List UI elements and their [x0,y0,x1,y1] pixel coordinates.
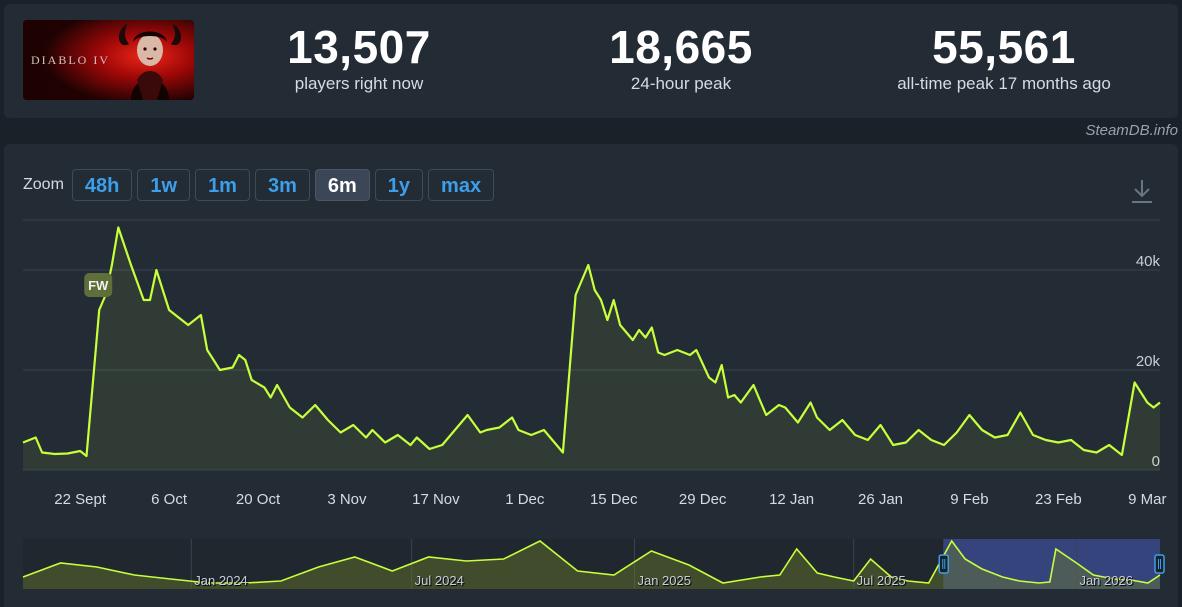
navigator-selection[interactable] [943,539,1160,589]
x-tick-label: 12 Jan [769,491,814,508]
zoom-48h-button[interactable]: 48h [71,169,133,201]
navigator-tick-label: Jul 2025 [858,574,907,589]
x-tick-label: 23 Feb [1035,491,1082,508]
all-time-peak-stat: 55,561 all-time peak 17 months ago [864,22,1144,94]
navigator-left-handle[interactable] [938,554,950,574]
series-line-players[interactable] [22,226,1161,458]
zoom-toolbar: Zoom 48h 1w 1m 3m 6m 1y max [23,169,499,201]
all-time-peak-value: 55,561 [932,21,1076,73]
series-area-fill [23,227,1160,470]
x-axis: 22 Sept 6 Oct 20 Oct 3 Nov 17 Nov 1 Dec 15 Dec… [54,491,1166,508]
current-players-label: players right now [294,74,424,93]
navigator-tick-label-text: Jul 2024 [415,573,464,588]
download-icon[interactable] [1130,178,1154,209]
x-tick-label: 20 Oct [236,491,281,508]
current-players-stat: 13,507 players right now [254,22,464,94]
zoom-3m-button[interactable]: 3m [254,169,310,201]
navigator-tick-label: Jan 2026 [1080,574,1134,589]
x-tick-label: 9 Mar [1128,491,1166,508]
player-chart-panel: Zoom 48h 1w 1m 3m 6m 1y max 0 20k 40k 22 Se… [4,144,1178,607]
player-count-chart[interactable]: 0 20k 40k 22 Sept 6 Oct 20 Oct 3 Nov 17 Nov 1 De… [4,144,1178,514]
annotation-label: FW [88,278,109,293]
x-tick-label: 22 Sept [54,491,107,508]
zoom-1m-button[interactable]: 1m [195,169,250,201]
navigator-tick-label-text: Jan 2025 [637,573,691,588]
annotation-badge [84,273,113,297]
navigator-area [23,541,1160,589]
daily-peak-value: 18,665 [609,21,753,73]
chart-gridlines [23,219,1160,471]
annotation-fw-flag[interactable]: FW [84,273,113,297]
x-tick-label: 15 Dec [590,491,638,508]
x-tick-label: 6 Oct [151,491,188,508]
x-tick-label: 3 Nov [327,491,367,508]
navigator-tick-label: Jan 2024 [195,574,249,589]
navigator-tick-label-text: Jul 2025 [857,573,906,588]
navigator-right-handle[interactable] [1154,554,1165,574]
y-tick-label: 40k [1136,253,1161,270]
daily-peak-label: 24-hour peak [630,74,732,93]
navigator-tick-label-text: Jan 2024 [194,573,248,588]
stats-header: DIABLO IV 13,507 players right now 18,66… [4,4,1178,118]
game-title-art: DIABLO IV [31,53,110,67]
y-tick-label: 0 [1152,453,1160,470]
zoom-1y-button[interactable]: 1y [374,169,424,201]
y-tick-label: 20k [1136,353,1161,370]
all-time-peak-label: all-time peak 17 months ago [897,74,1111,93]
x-tick-label: 9 Feb [950,491,988,508]
steamdb-attribution[interactable]: SteamDB.info [1085,122,1178,139]
navigator-tick-label: Jan 2025 [638,574,692,589]
current-players-value: 13,507 [287,21,431,73]
game-art-image [23,20,194,100]
navigator-background [23,539,1160,589]
navigator-line [22,539,1161,584]
zoom-6m-button[interactable]: 6m [314,169,370,201]
zoom-max-button[interactable]: max [428,169,495,201]
x-tick-label: 29 Dec [679,491,727,508]
navigator-tick-label: Jul 2024 [416,574,465,589]
daily-peak-stat: 18,665 24-hour peak [576,22,786,94]
zoom-1w-button[interactable]: 1w [137,169,191,201]
x-tick-label: 26 Jan [858,491,903,508]
zoom-label: Zoom [23,176,64,193]
game-thumbnail[interactable]: DIABLO IV [23,20,194,100]
navigator-tick-label-text: Jan 2026 [1079,573,1133,588]
x-tick-label: 17 Nov [412,491,460,508]
x-tick-label: 1 Dec [505,491,545,508]
